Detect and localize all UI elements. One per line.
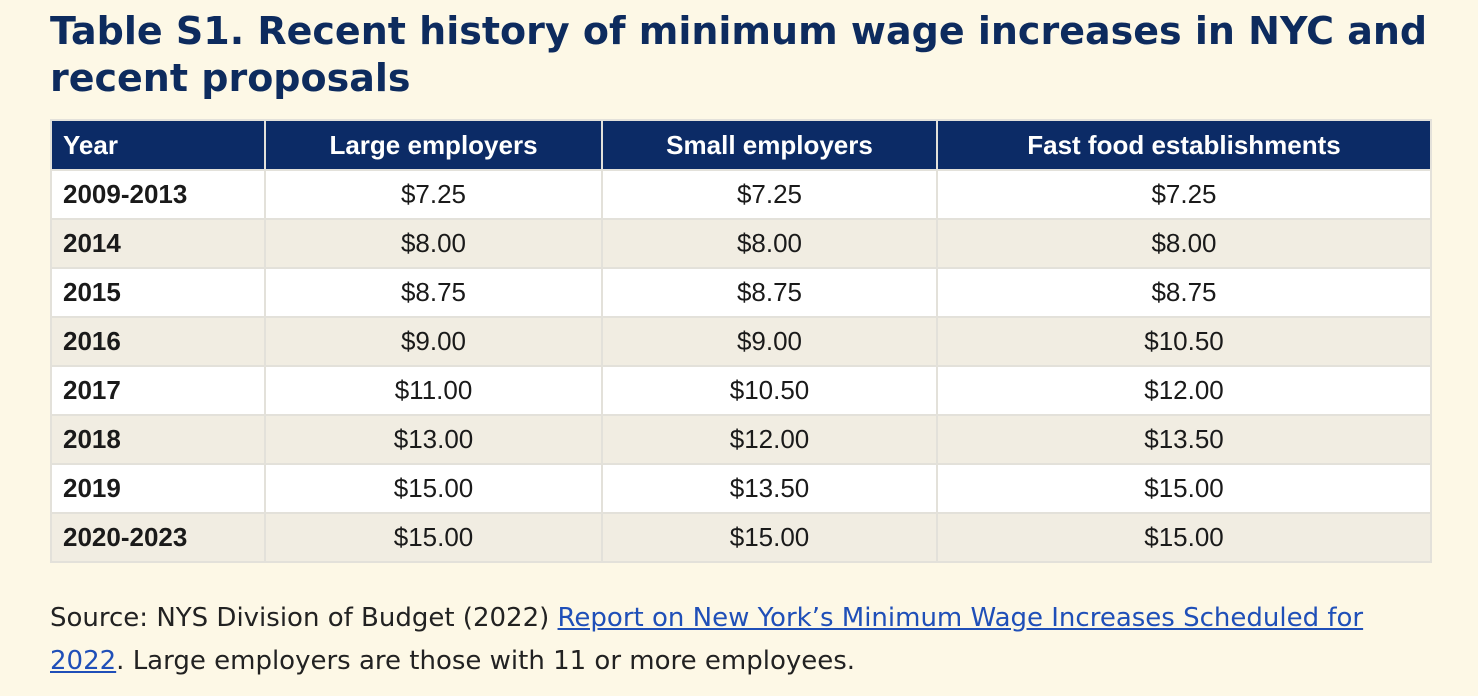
cell-fast-food: $7.25 bbox=[936, 169, 1432, 220]
table-row: 2014 $8.00 $8.00 $8.00 bbox=[50, 218, 1432, 269]
header-fast-food: Fast food establishments bbox=[936, 119, 1432, 171]
cell-year: 2009-2013 bbox=[50, 169, 266, 220]
table-row: 2015 $8.75 $8.75 $8.75 bbox=[50, 267, 1432, 318]
cell-small: $12.00 bbox=[601, 414, 938, 465]
cell-large: $15.00 bbox=[264, 512, 603, 563]
source-suffix: . Large employers are those with 11 or m… bbox=[116, 646, 856, 676]
cell-large: $9.00 bbox=[264, 316, 603, 367]
cell-small: $10.50 bbox=[601, 365, 938, 416]
wage-table-container: Year Large employers Small employers Fas… bbox=[50, 119, 1432, 563]
table-row: 2017 $11.00 $10.50 $12.00 bbox=[50, 365, 1432, 416]
cell-fast-food: $12.00 bbox=[936, 365, 1432, 416]
cell-large: $8.75 bbox=[264, 267, 603, 318]
header-year: Year bbox=[50, 119, 266, 171]
cell-small: $13.50 bbox=[601, 463, 938, 514]
cell-fast-food: $10.50 bbox=[936, 316, 1432, 367]
source-prefix: Source: NYS Division of Budget (2022) bbox=[50, 603, 558, 633]
cell-fast-food: $8.75 bbox=[936, 267, 1432, 318]
page-title: Table S1. Recent history of minimum wage… bbox=[50, 9, 1428, 100]
cell-year: 2014 bbox=[50, 218, 266, 269]
source-note: Source: NYS Division of Budget (2022) Re… bbox=[50, 597, 1410, 683]
table-row: 2020-2023 $15.00 $15.00 $15.00 bbox=[50, 512, 1432, 563]
cell-year: 2018 bbox=[50, 414, 266, 465]
cell-fast-food: $15.00 bbox=[936, 512, 1432, 563]
cell-large: $11.00 bbox=[264, 365, 603, 416]
cell-year: 2020-2023 bbox=[50, 512, 266, 563]
cell-large: $13.00 bbox=[264, 414, 603, 465]
cell-small: $8.75 bbox=[601, 267, 938, 318]
table-row: 2009-2013 $7.25 $7.25 $7.25 bbox=[50, 169, 1432, 220]
cell-year: 2019 bbox=[50, 463, 266, 514]
cell-year: 2016 bbox=[50, 316, 266, 367]
table-body: 2009-2013 $7.25 $7.25 $7.25 2014 $8.00 $… bbox=[50, 169, 1432, 563]
header-large-employers: Large employers bbox=[264, 119, 603, 171]
table-row: 2018 $13.00 $12.00 $13.50 bbox=[50, 414, 1432, 465]
cell-fast-food: $13.50 bbox=[936, 414, 1432, 465]
table-row: 2016 $9.00 $9.00 $10.50 bbox=[50, 316, 1432, 367]
header-row: Year Large employers Small employers Fas… bbox=[50, 119, 1432, 171]
wage-table: Year Large employers Small employers Fas… bbox=[50, 119, 1432, 563]
cell-year: 2017 bbox=[50, 365, 266, 416]
cell-fast-food: $8.00 bbox=[936, 218, 1432, 269]
cell-large: $8.00 bbox=[264, 218, 603, 269]
cell-small: $9.00 bbox=[601, 316, 938, 367]
cell-fast-food: $15.00 bbox=[936, 463, 1432, 514]
header-small-employers: Small employers bbox=[601, 119, 938, 171]
cell-small: $7.25 bbox=[601, 169, 938, 220]
cell-year: 2015 bbox=[50, 267, 266, 318]
cell-small: $8.00 bbox=[601, 218, 938, 269]
cell-large: $15.00 bbox=[264, 463, 603, 514]
table-row: 2019 $15.00 $13.50 $15.00 bbox=[50, 463, 1432, 514]
cell-large: $7.25 bbox=[264, 169, 603, 220]
table-header: Year Large employers Small employers Fas… bbox=[50, 119, 1432, 171]
report-link[interactable]: Report on New York’s Minimum Wage Increa… bbox=[50, 603, 1364, 676]
cell-small: $15.00 bbox=[601, 512, 938, 563]
